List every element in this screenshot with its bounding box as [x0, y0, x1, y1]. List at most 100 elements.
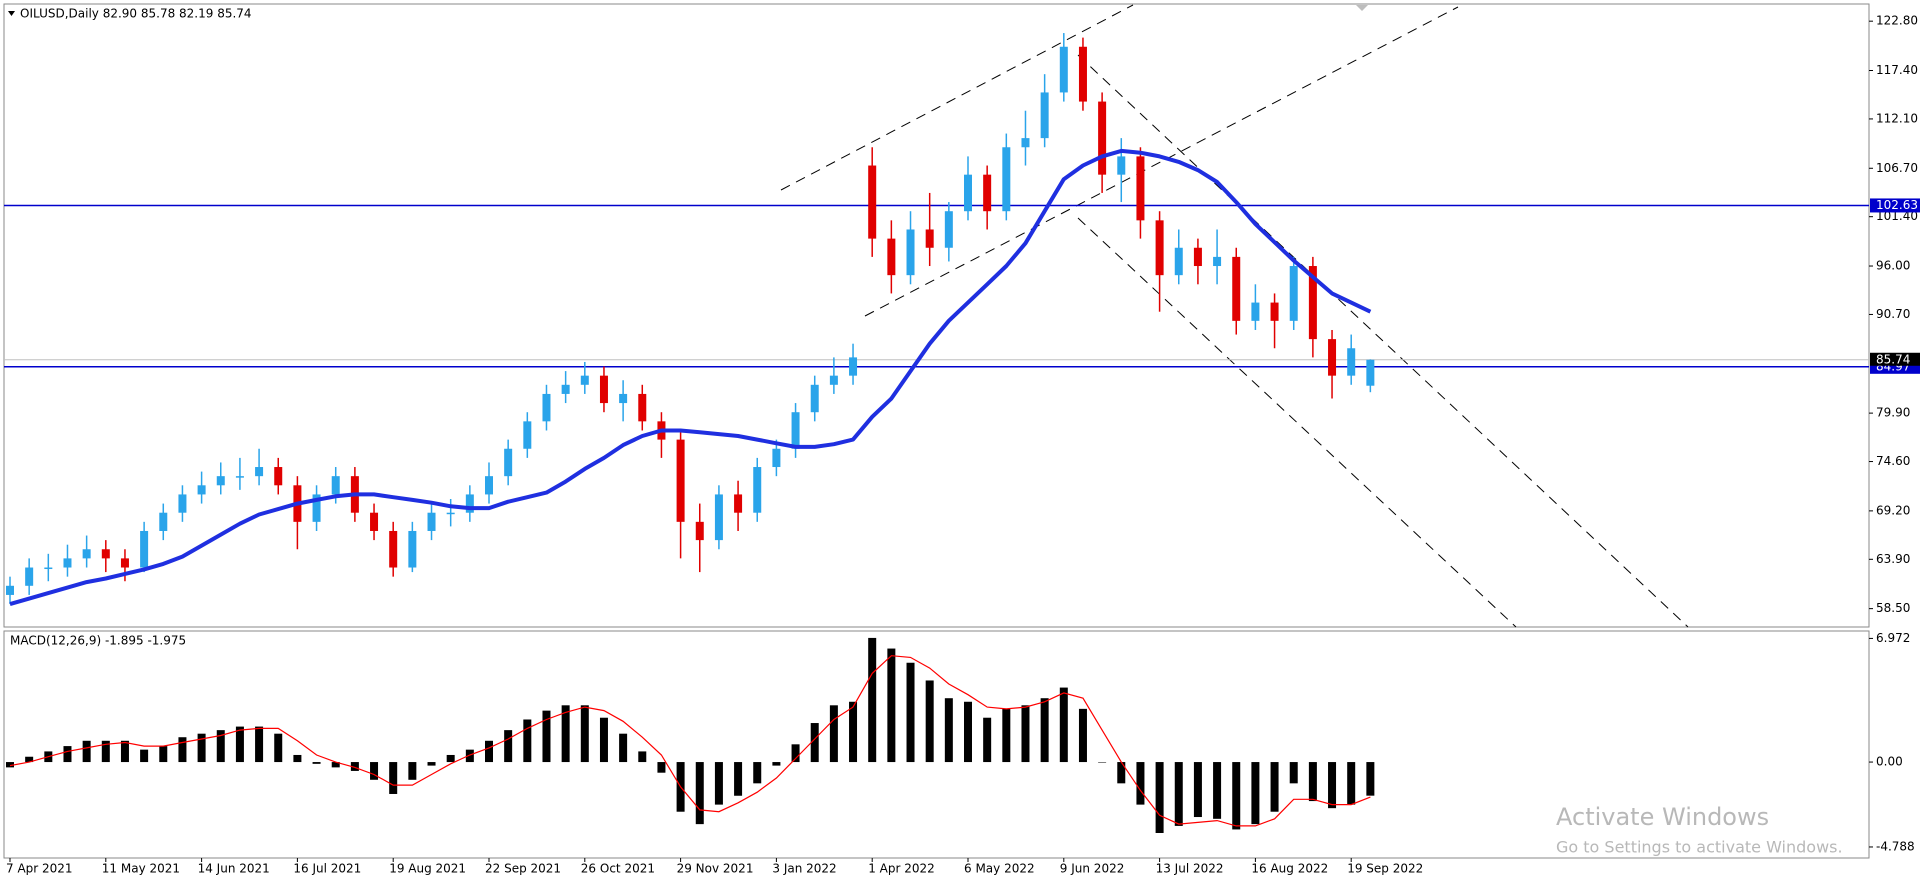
trend-lines [780, 4, 1689, 628]
y-tick-label: 63.90 [1876, 552, 1910, 566]
macd-bar [542, 710, 551, 763]
macd-panel [3, 630, 1870, 859]
candle-body [274, 467, 283, 486]
macd-signal [9, 655, 1371, 827]
candle-body [216, 476, 225, 486]
macd-bar [753, 762, 762, 784]
macd-bar [523, 719, 532, 763]
trend-line [780, 4, 1134, 191]
macd-bar [82, 740, 91, 763]
macd-bar [906, 662, 915, 763]
macd-bar [580, 705, 589, 763]
macd-bar [274, 733, 283, 763]
macd-bar [1117, 762, 1126, 784]
macd-bar [561, 705, 570, 763]
x-tick-label: 13 Jul 2022 [1156, 862, 1224, 876]
macd-bar [791, 744, 800, 763]
x-tick-label: 9 Jun 2022 [1060, 862, 1125, 876]
macd-bar [331, 762, 340, 768]
x-tick-label: 1 Apr 2022 [868, 862, 935, 876]
macd-bar [140, 749, 149, 763]
candle-body [1289, 266, 1298, 321]
candle-body [887, 238, 896, 276]
candle-body [868, 165, 877, 239]
candle-body [389, 530, 398, 568]
candle-body [676, 439, 685, 522]
candle-body [542, 393, 551, 422]
macd-bar [1040, 698, 1049, 763]
macd-bar [734, 762, 743, 796]
y-tick-label: 101.40 [1876, 209, 1918, 223]
macd-bar [408, 762, 417, 780]
y-tick-label: 112.10 [1876, 111, 1918, 125]
candle-body [408, 530, 417, 568]
candle-body [638, 393, 647, 422]
candle-body [255, 467, 264, 477]
trend-line [864, 6, 1459, 317]
candle-body [810, 384, 819, 413]
macd-bar [1174, 762, 1183, 826]
candle-body [197, 485, 206, 495]
candle-body [925, 229, 934, 248]
macd-bar [849, 701, 858, 763]
chart-title: OILUSD,Daily 82.90 85.78 82.19 85.74 [20, 7, 252, 21]
candle-body [504, 448, 513, 477]
candle-body [983, 174, 992, 212]
x-tick-label: 11 May 2021 [102, 862, 180, 876]
macd-bar [1347, 762, 1356, 805]
candle-body [1328, 339, 1337, 376]
moving-average [9, 148, 1372, 607]
macd-y-tick-label: 6.972 [1876, 631, 1910, 645]
macd-bar [235, 726, 244, 763]
macd-bar [925, 680, 934, 763]
macd-bar [1270, 762, 1279, 812]
candle-body [82, 549, 91, 559]
macd-bar [6, 762, 14, 768]
candle-body [1366, 359, 1375, 386]
candle-body [772, 448, 781, 468]
macd-label: MACD(12,26,9) -1.895 -1.975 [10, 634, 186, 648]
y-tick-label: 58.50 [1876, 601, 1910, 615]
macd-bar [350, 762, 359, 771]
candle-body [465, 494, 474, 513]
x-tick-label: 29 Nov 2021 [677, 862, 754, 876]
candle-body [1308, 266, 1317, 340]
macd-y-tick-label: -4.788 [1876, 839, 1915, 853]
macd-bar [1059, 687, 1068, 763]
x-tick-label: 7 Apr 2021 [6, 862, 73, 876]
x-tick-label: 22 Sep 2021 [485, 862, 561, 876]
candle-body [1040, 92, 1049, 139]
macd-bar [63, 746, 72, 763]
candle-body [44, 567, 53, 570]
x-tick-label: 19 Aug 2021 [389, 862, 466, 876]
candle-body [6, 585, 14, 595]
candle-body [235, 476, 244, 478]
candle-body [1174, 247, 1183, 276]
candle-body [1270, 302, 1279, 321]
candle-body [580, 375, 589, 385]
candle-body [695, 521, 704, 541]
macd-bar [829, 705, 838, 763]
macd-y-tick-label: 0.00 [1876, 755, 1903, 769]
y-tick-label: 69.20 [1876, 503, 1910, 517]
macd-bar [1078, 708, 1087, 763]
macd-bar [1308, 762, 1317, 802]
macd-bar [1193, 762, 1202, 818]
macd-bar [868, 637, 877, 763]
shift-marker [1356, 5, 1368, 11]
level-label-box [1870, 198, 1920, 213]
candle-body [427, 512, 436, 531]
menu-arrow [8, 11, 15, 16]
macd-bar [465, 749, 474, 763]
candle-body [25, 567, 34, 586]
candle-body [1059, 46, 1068, 93]
candle-body [523, 421, 532, 449]
macd-bar [197, 733, 206, 763]
macd-bar [1155, 762, 1164, 833]
candle-body [561, 384, 570, 394]
candle-body [63, 558, 72, 568]
last-price-box [1870, 352, 1920, 366]
macd-bar [159, 746, 168, 763]
